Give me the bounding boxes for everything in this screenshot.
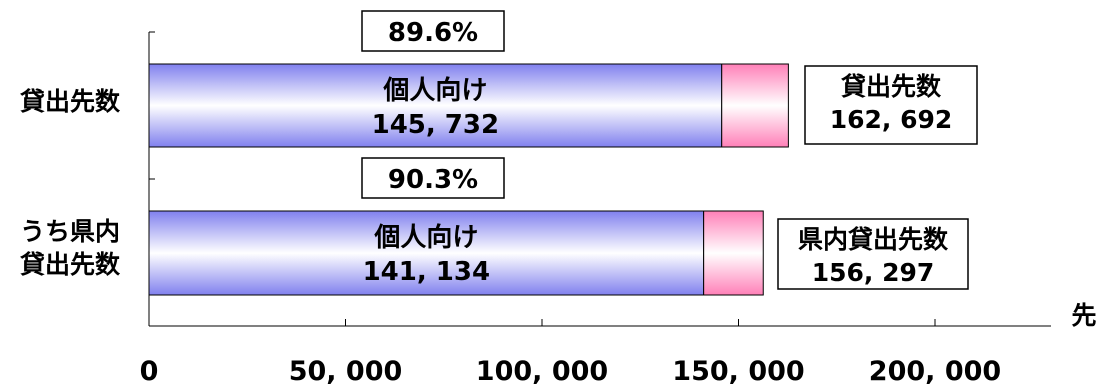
percent-label: 90.3% — [388, 165, 478, 195]
category-label: 貸出先数 — [20, 87, 121, 116]
x-tick-label: 0 — [140, 356, 159, 384]
x-tick-label: 150, 000 — [672, 356, 804, 384]
x-tick-label: 200, 000 — [869, 356, 1001, 384]
total-label-value: 162, 692 — [830, 105, 953, 134]
bar-individual — [148, 210, 705, 296]
percent-box — [361, 10, 505, 52]
total-label-name: 貸出先数 — [841, 72, 942, 101]
total-label-name: 県内貸出先数 — [798, 225, 949, 254]
percent-box — [361, 157, 505, 199]
category-label: 貸出先数 — [20, 250, 121, 279]
x-tick-label: 50, 000 — [289, 356, 403, 384]
segment-label-value: 141, 134 — [363, 257, 490, 287]
bar-other — [721, 63, 789, 148]
total-box — [804, 65, 978, 145]
segment-label-name: 個人向け — [373, 222, 478, 253]
x-tick-label: 100, 000 — [476, 356, 608, 384]
segment-label-value: 145, 732 — [372, 110, 499, 140]
x-axis-unit: 先 — [1071, 301, 1096, 330]
segment-label-name: 個人向け — [382, 75, 487, 106]
bar-individual — [148, 63, 723, 148]
percent-label: 89.6% — [388, 18, 478, 48]
category-label: うち県内 — [20, 217, 120, 246]
bar-other — [703, 210, 764, 296]
total-label-value: 156, 297 — [812, 258, 935, 287]
total-box — [777, 218, 969, 290]
